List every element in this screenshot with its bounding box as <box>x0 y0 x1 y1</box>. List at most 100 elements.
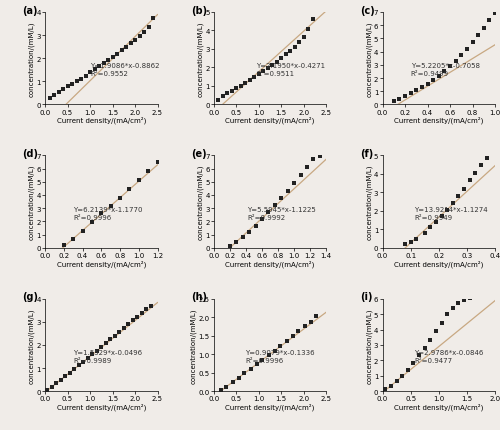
Point <box>142 306 150 313</box>
Point <box>59 87 67 94</box>
Text: (i): (i) <box>360 292 372 301</box>
Point <box>252 223 260 230</box>
Point <box>488 150 496 157</box>
Point <box>466 295 473 302</box>
Point <box>216 387 224 394</box>
X-axis label: Current density/(mA/cm²): Current density/(mA/cm²) <box>226 403 314 410</box>
Point <box>246 78 254 85</box>
Point <box>288 333 296 340</box>
Point <box>113 52 121 58</box>
Point <box>300 34 308 41</box>
Point <box>122 44 130 51</box>
Y-axis label: concentration/(mM/L): concentration/(mM/L) <box>197 164 203 240</box>
Point <box>222 384 230 390</box>
Point <box>420 344 428 351</box>
Point <box>277 55 285 62</box>
Point <box>133 313 141 320</box>
Point <box>93 347 101 354</box>
Point <box>396 96 404 103</box>
X-axis label: Current density/(mA/cm²): Current density/(mA/cm²) <box>56 117 146 124</box>
Point <box>116 195 124 202</box>
Y-axis label: concentration/(mM/L): concentration/(mM/L) <box>28 22 35 97</box>
Point <box>404 366 412 373</box>
Text: Y=2.9786*x-0.0846
R²=0.9477: Y=2.9786*x-0.0846 R²=0.9477 <box>414 349 484 363</box>
Point <box>457 52 465 59</box>
Point <box>310 156 318 163</box>
Point <box>454 193 462 200</box>
X-axis label: Current density/(mA/cm²): Current density/(mA/cm²) <box>394 403 484 410</box>
Point <box>477 292 485 299</box>
Point <box>75 362 83 369</box>
Point <box>438 213 446 220</box>
Point <box>264 352 272 359</box>
Point <box>284 188 292 195</box>
Point <box>277 195 285 202</box>
Point <box>219 93 227 100</box>
X-axis label: Current density/(mA/cm²): Current density/(mA/cm²) <box>226 260 314 267</box>
Point <box>69 236 77 243</box>
Point <box>68 81 76 88</box>
Y-axis label: concentration/(mM/L): concentration/(mM/L) <box>28 164 35 240</box>
Point <box>52 380 60 387</box>
Point <box>449 305 457 312</box>
Point <box>43 387 52 393</box>
Point <box>100 60 108 67</box>
Point <box>429 77 437 84</box>
Point <box>412 88 420 95</box>
Point <box>472 170 480 177</box>
Text: (g): (g) <box>22 292 38 301</box>
Point <box>84 355 92 362</box>
Text: Y=6.2139*x-1.1770
R²=0.9996: Y=6.2139*x-1.1770 R²=0.9996 <box>73 206 142 220</box>
Point <box>271 203 279 209</box>
Point <box>460 297 468 304</box>
Point <box>241 80 249 87</box>
Point <box>312 313 320 320</box>
Point <box>258 356 266 363</box>
Point <box>264 209 272 216</box>
Text: Y=1.9086*x-0.8862
R²=0.9552: Y=1.9086*x-0.8862 R²=0.9552 <box>90 63 160 77</box>
Point <box>245 229 253 236</box>
Point <box>432 219 440 226</box>
Point <box>97 211 106 218</box>
Point <box>140 29 148 36</box>
Text: (b): (b) <box>191 6 208 15</box>
Point <box>154 160 162 166</box>
Point <box>147 302 155 309</box>
Y-axis label: concentration/(mM/L): concentration/(mM/L) <box>28 307 35 383</box>
Text: (d): (d) <box>22 149 38 159</box>
X-axis label: Current density/(mA/cm²): Current density/(mA/cm²) <box>394 260 484 267</box>
Point <box>418 84 426 91</box>
Point <box>432 328 440 335</box>
Point <box>240 370 248 377</box>
Point <box>486 18 494 25</box>
Text: (a): (a) <box>22 6 38 15</box>
Point <box>258 216 266 223</box>
Point <box>60 242 68 249</box>
Point <box>316 153 324 160</box>
Point <box>398 372 406 379</box>
Point <box>415 352 423 359</box>
Text: (f): (f) <box>360 149 373 159</box>
Point <box>303 164 311 171</box>
Point <box>300 323 308 330</box>
Point <box>270 347 278 354</box>
Point <box>226 243 234 250</box>
Point <box>401 94 409 101</box>
Point <box>460 186 468 193</box>
Point <box>115 329 124 335</box>
Point <box>135 178 143 184</box>
Point <box>440 69 448 76</box>
Point <box>106 203 114 210</box>
Point <box>124 321 132 328</box>
Point <box>118 48 126 55</box>
Point <box>426 224 434 231</box>
Point <box>56 376 65 383</box>
X-axis label: Current density/(mA/cm²): Current density/(mA/cm²) <box>56 403 146 410</box>
X-axis label: Current density/(mA/cm²): Current density/(mA/cm²) <box>56 260 146 267</box>
Point <box>79 358 88 365</box>
Point <box>246 366 254 372</box>
Point <box>144 169 152 175</box>
Point <box>268 63 276 70</box>
Text: (c): (c) <box>360 6 375 15</box>
Point <box>250 74 258 81</box>
